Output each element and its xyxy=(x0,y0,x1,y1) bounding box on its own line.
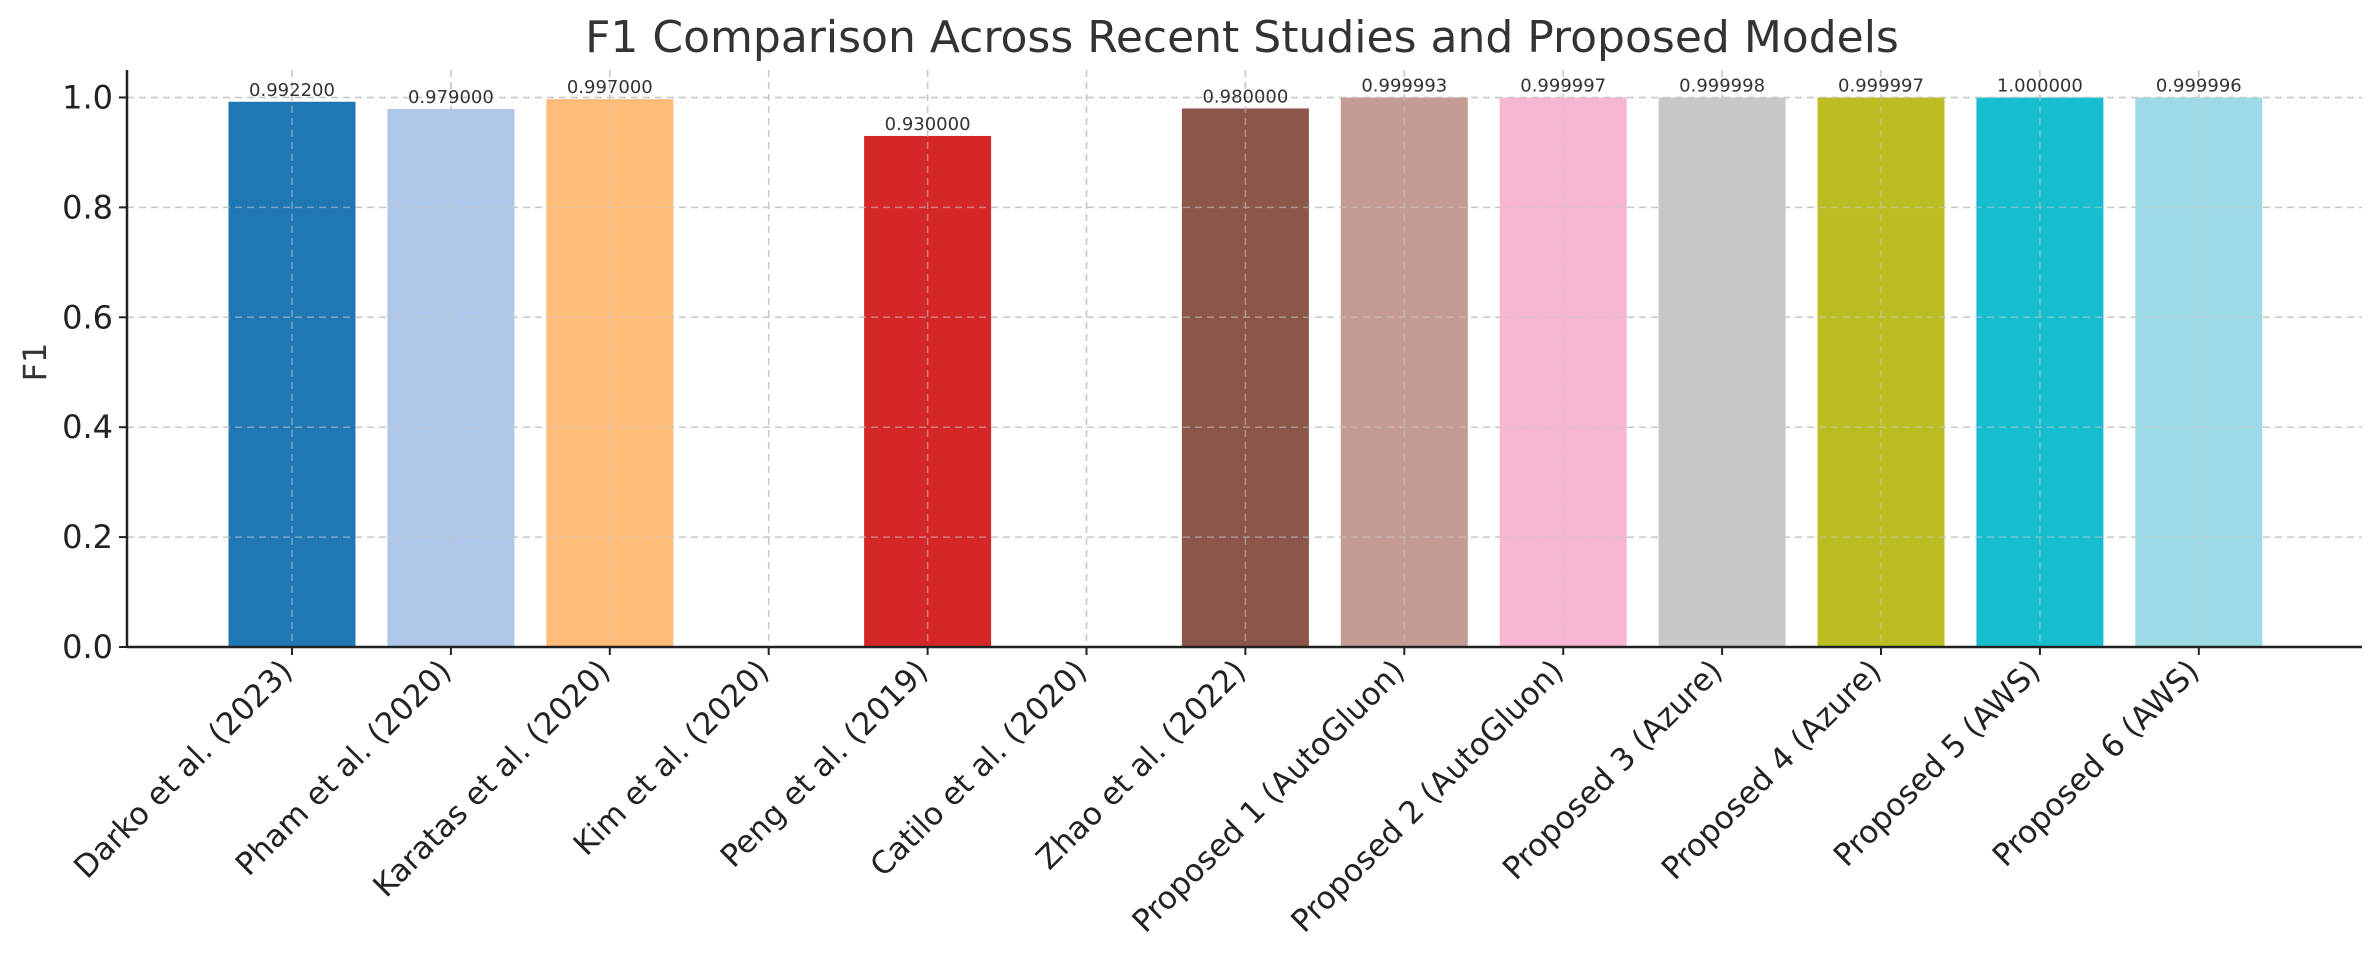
data-label: 0.999996 xyxy=(2156,75,2242,96)
chart-title: F1 Comparison Across Recent Studies and … xyxy=(585,12,1899,63)
y-tick-label: 0.6 xyxy=(62,298,113,336)
bar xyxy=(387,109,515,648)
y-tick-label: 0.8 xyxy=(62,188,113,226)
x-tick-label: Proposed 1 (AutoGluon) xyxy=(1125,653,1412,940)
axes xyxy=(119,70,2362,655)
y-tick-label: 0.4 xyxy=(62,408,113,446)
bar xyxy=(864,135,992,647)
data-label: 0.999997 xyxy=(1520,75,1606,96)
x-tick-label: Proposed 2 (AutoGluon) xyxy=(1284,653,1571,940)
y-axis-label: F1 xyxy=(16,343,54,382)
y-tick-label: 0.2 xyxy=(62,518,113,556)
data-label: 0.992200 xyxy=(249,80,335,101)
y-tick-label: 1.0 xyxy=(62,78,113,116)
y-tick-labels: 0.0 0.2 0.4 0.6 0.8 1.0 xyxy=(62,78,113,666)
data-label: 0.997000 xyxy=(567,77,653,98)
data-label: 0.999997 xyxy=(1838,75,1924,96)
bar xyxy=(1181,108,1309,647)
y-tick-label: 0.0 xyxy=(62,628,113,666)
data-labels: 0.992200 0.979000 0.997000 0.930000 0.980000… xyxy=(249,75,2242,134)
data-label: 0.999998 xyxy=(1679,75,1765,96)
data-label: 0.979000 xyxy=(408,87,494,108)
data-label: 0.999993 xyxy=(1361,75,1447,96)
data-label: 0.980000 xyxy=(1202,86,1288,107)
data-label: 1.000000 xyxy=(1997,75,2083,96)
x-tick-labels: Darko et al. (2023)Pham et al. (2020)Kar… xyxy=(67,653,2206,940)
data-label: 0.930000 xyxy=(885,114,971,135)
